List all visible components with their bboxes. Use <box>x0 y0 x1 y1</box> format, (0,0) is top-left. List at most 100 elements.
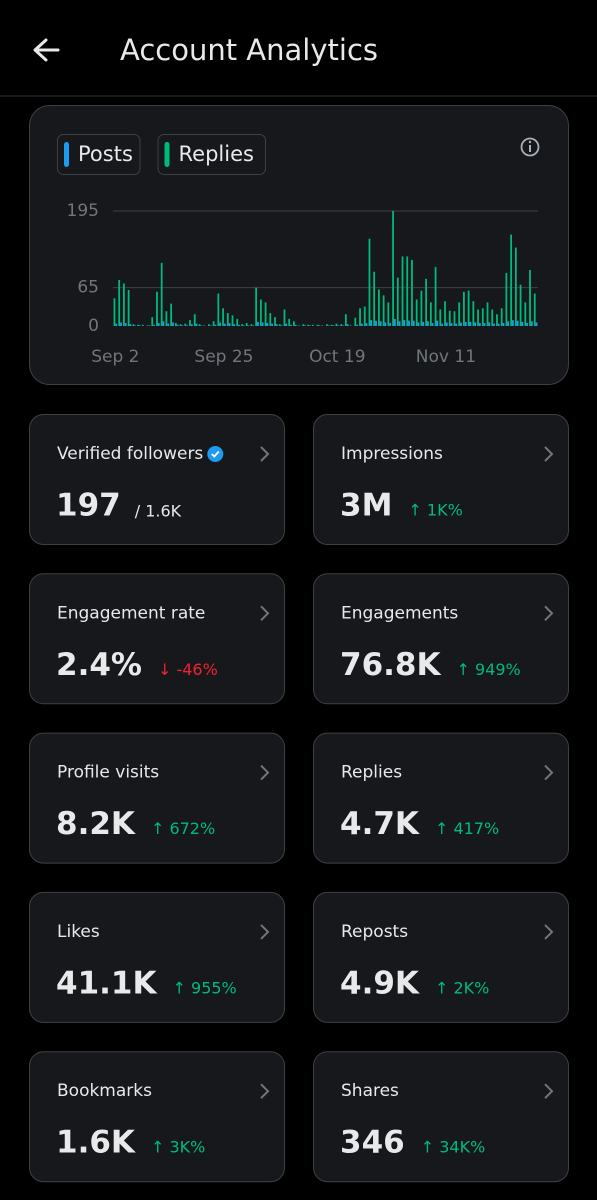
bar <box>337 325 340 326</box>
bar <box>172 322 174 326</box>
bar <box>198 324 201 326</box>
bar <box>429 302 432 326</box>
bar <box>151 317 154 326</box>
legend-chip[interactable]: Posts <box>57 134 141 175</box>
card-box <box>313 891 569 1023</box>
bar <box>533 293 536 326</box>
info-circle <box>520 137 540 157</box>
bar <box>474 322 477 326</box>
bar <box>127 290 130 326</box>
chevron <box>260 924 270 940</box>
card-box <box>29 1051 285 1183</box>
bar <box>189 320 191 326</box>
bar <box>445 322 448 326</box>
bar <box>179 324 182 326</box>
chevron <box>544 605 554 622</box>
x-tick-label: Sep 2 <box>91 347 139 367</box>
metric-card[interactable]: Engagements 76.8K ↑ 949% <box>313 573 569 705</box>
bar <box>412 320 415 326</box>
card-value: 1.6K <box>56 1125 136 1161</box>
bar <box>138 325 141 326</box>
bar <box>200 325 203 326</box>
bar <box>153 324 155 326</box>
bar <box>469 321 472 326</box>
bar <box>444 301 446 326</box>
bar <box>203 325 206 326</box>
legend-chip[interactable]: Replies <box>157 134 266 175</box>
metric-card[interactable]: Likes 41.1K ↑ 955% <box>29 891 285 1023</box>
bar <box>167 323 170 326</box>
bar <box>488 322 491 326</box>
card-box <box>313 573 569 705</box>
bar <box>483 323 486 326</box>
bar <box>208 324 210 326</box>
bar <box>379 321 382 326</box>
bar <box>118 280 121 326</box>
bar <box>505 272 508 326</box>
bar <box>406 256 409 326</box>
bar <box>318 325 321 326</box>
bar <box>477 309 479 326</box>
bar <box>510 234 513 326</box>
bar <box>420 290 423 326</box>
metric-card[interactable]: Impressions 3M ↑ 1K% <box>313 414 569 545</box>
bar <box>269 313 272 326</box>
bar <box>360 323 363 326</box>
bar <box>375 320 377 326</box>
card-change: ↑ 34K% <box>421 1138 486 1157</box>
chevron <box>544 1083 554 1099</box>
bar <box>481 308 484 326</box>
bar <box>257 321 259 326</box>
card-change: ↑ 672% <box>151 819 215 838</box>
bar <box>302 324 305 326</box>
bar <box>174 323 177 326</box>
bar <box>448 310 451 326</box>
back-button[interactable] <box>33 38 60 62</box>
bar <box>193 314 196 326</box>
chevron <box>260 446 270 462</box>
bar <box>458 302 461 326</box>
metric-card[interactable]: Reposts 4.9K ↑ 2K% <box>313 891 569 1023</box>
bar <box>332 325 335 326</box>
bar <box>294 324 297 326</box>
card-label: Verified followers <box>57 444 203 464</box>
bar <box>512 320 514 326</box>
card-label: Engagement rate <box>57 603 205 623</box>
bar <box>165 311 168 326</box>
bar <box>415 299 418 326</box>
bar <box>330 324 333 326</box>
metric-card[interactable]: Engagement rate 2.4% ↓ -46% <box>29 573 285 705</box>
bar <box>316 324 319 326</box>
bar <box>378 289 380 326</box>
bar <box>241 324 243 326</box>
bar <box>455 323 458 326</box>
chart-card <box>29 105 569 385</box>
card-value: 3M <box>340 488 392 524</box>
bar <box>524 302 527 326</box>
bar <box>403 320 406 326</box>
bar <box>491 309 494 326</box>
bar <box>242 325 245 326</box>
bar <box>297 325 300 326</box>
metric-card[interactable]: Shares 346 ↑ 34K% <box>313 1051 569 1183</box>
bar <box>500 308 503 326</box>
metric-card[interactable]: Verified followers 197 / 1.6K <box>29 414 285 545</box>
bar <box>123 283 125 326</box>
metric-card[interactable]: Profile visits 8.2K ↑ 672% <box>29 732 285 864</box>
bar <box>370 320 373 326</box>
bar <box>392 211 394 326</box>
metric-card[interactable]: Bookmarks 1.6K ↑ 3K% <box>29 1051 285 1183</box>
bar <box>115 323 118 326</box>
bar <box>384 322 387 326</box>
chevron <box>260 764 270 781</box>
metric-card[interactable]: Replies 4.7K ↑ 417% <box>313 732 569 864</box>
info-icon[interactable] <box>520 137 540 157</box>
x-tick-label: Oct 19 <box>309 347 365 367</box>
card-change: ↑ 955% <box>173 978 237 997</box>
bar <box>219 322 222 326</box>
bar <box>146 325 149 326</box>
info-dot <box>528 140 532 144</box>
bar <box>170 303 173 326</box>
bar <box>529 269 531 326</box>
